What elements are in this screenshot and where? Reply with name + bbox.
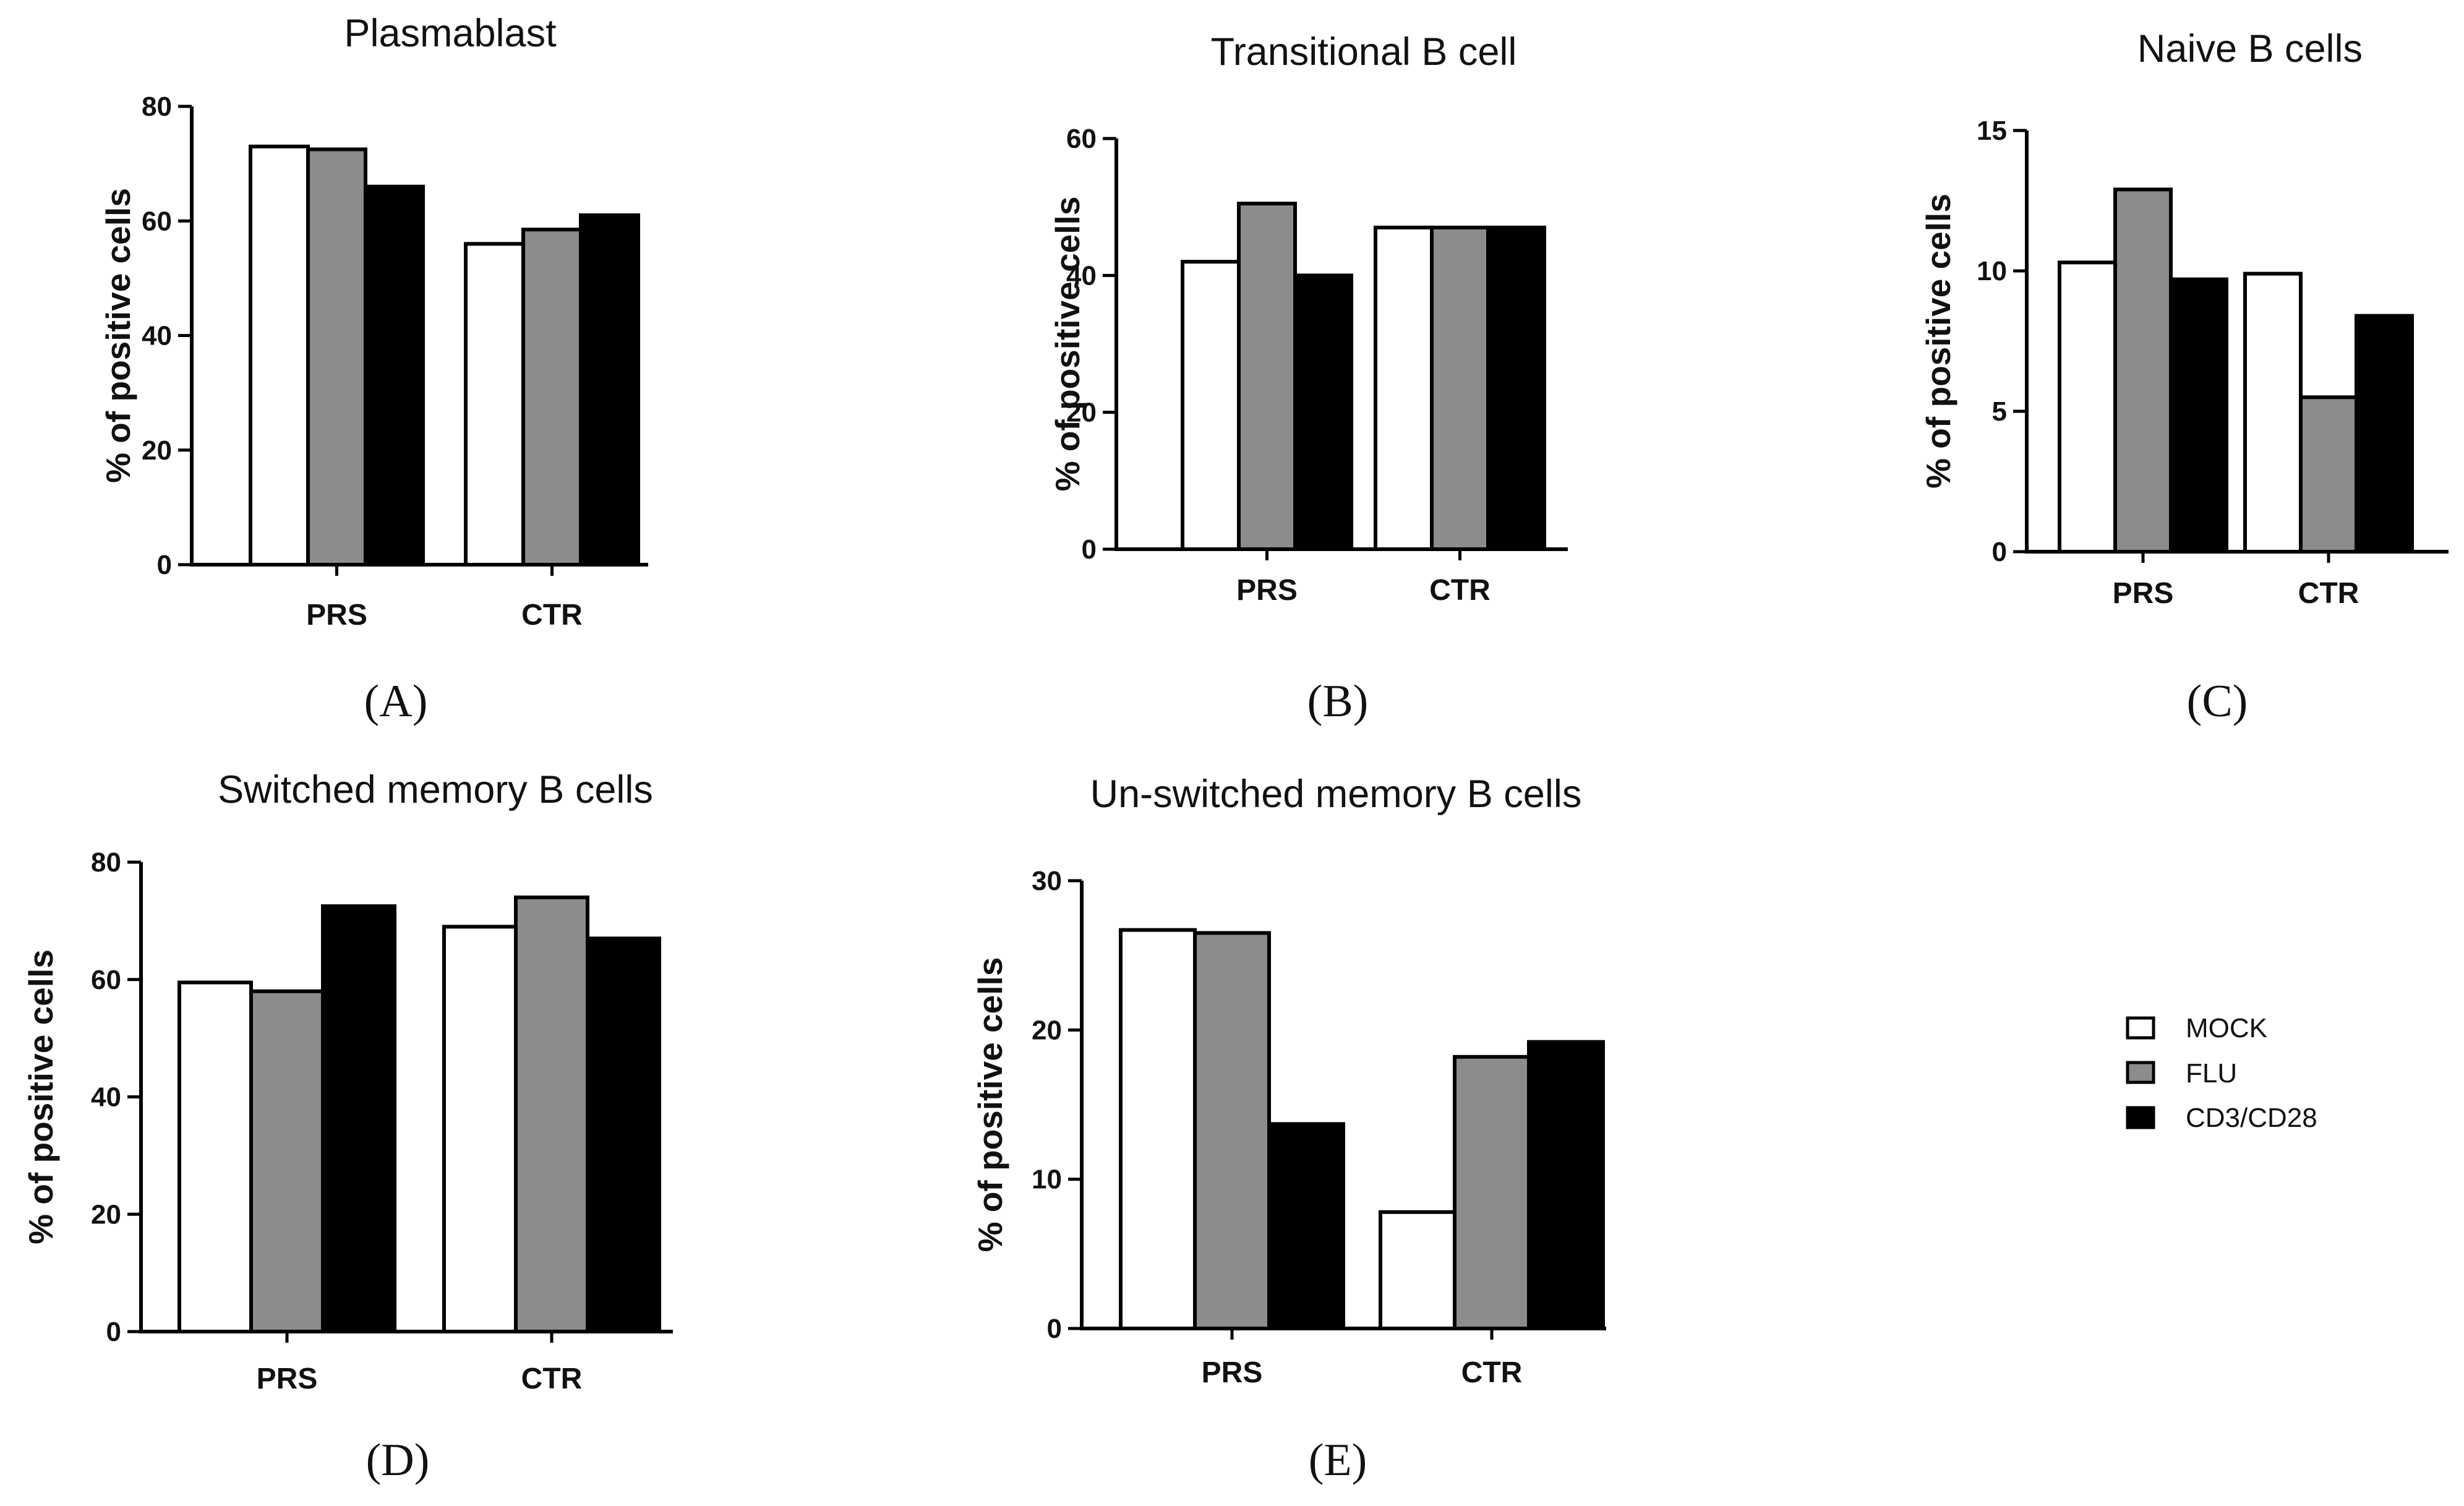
x-tick-label: CTR xyxy=(521,1363,583,1395)
y-tick-label: 60 xyxy=(91,965,121,995)
bar-ctr-mock xyxy=(442,925,518,1334)
panel-label: (D) xyxy=(366,1435,430,1486)
chart-panel-2: Transitional B cell % of positive cells PR… xyxy=(1048,30,1568,727)
bar-prs-flu xyxy=(306,147,367,567)
x-tick-label: PRS xyxy=(2113,577,2174,610)
x-tick-label: PRS xyxy=(306,599,367,631)
bar-ctr-mock xyxy=(464,242,525,567)
y-tick-label: 20 xyxy=(1032,1015,1062,1045)
y-tick-label: 60 xyxy=(1066,124,1097,154)
y-tick-label: 0 xyxy=(157,550,172,580)
bar-ctr-flu xyxy=(1430,225,1490,552)
chart-title: Un-switched memory B cells xyxy=(1090,772,1582,816)
legend-swatch-flu xyxy=(2126,1061,2155,1084)
x-tick-label: CTR xyxy=(2298,577,2359,610)
bar-ctr-cd3cd28 xyxy=(579,213,640,567)
x-tick-label: CTR xyxy=(1461,1356,1523,1389)
x-tick-label: PRS xyxy=(1202,1356,1263,1389)
chart-title: Naive B cells xyxy=(2137,27,2363,71)
y-tick-label: 20 xyxy=(142,435,172,466)
x-tick-label: CTR xyxy=(521,599,583,631)
legend-label-flu: FLU xyxy=(2186,1058,2237,1089)
bar-prs-flu xyxy=(1237,202,1297,551)
panel-label: (C) xyxy=(2187,676,2248,727)
bar-ctr-mock xyxy=(1379,1210,1457,1331)
panel-label: (E) xyxy=(1309,1435,1367,1486)
bar-prs-cd3cd28 xyxy=(2169,277,2228,554)
y-axis-label: % of positive cells xyxy=(22,949,60,1244)
y-tick-label: 0 xyxy=(1082,534,1097,565)
bar-prs-mock xyxy=(249,144,310,567)
legend: MOCK FLU CD3/CD28 xyxy=(2126,1013,2317,1133)
bar-prs-mock xyxy=(1181,260,1241,551)
bar-prs-flu xyxy=(2113,187,2173,554)
bar-ctr-flu xyxy=(2299,395,2358,554)
y-tick-label: 15 xyxy=(1977,116,2007,146)
y-axis-label: % of positive cells xyxy=(1919,194,1957,489)
y-tick-label: 60 xyxy=(142,206,172,236)
y-tick-label: 80 xyxy=(91,847,121,878)
y-axis-label: % of positive cells xyxy=(99,188,137,483)
y-tick-label: 0 xyxy=(106,1317,121,1347)
bar-prs-cd3cd28 xyxy=(321,904,396,1333)
chart-panel-4: Switched memory B cells % of positive cel… xyxy=(22,768,673,1486)
chart-panel-3: Naive B cells % of positive cells PRS CTR 0 5… xyxy=(1919,27,2449,727)
y-tick-label: 0 xyxy=(1047,1314,1062,1344)
bar-prs-flu xyxy=(249,989,325,1333)
y-axis-label: % of positive cells xyxy=(1048,197,1087,492)
y-tick-label: 10 xyxy=(1032,1165,1062,1195)
bar-ctr-mock xyxy=(2243,272,2303,554)
chart-title: Plasmablast xyxy=(344,12,557,55)
x-tick-label: PRS xyxy=(257,1363,318,1395)
x-tick-label: CTR xyxy=(1429,574,1491,607)
legend-swatch-mock xyxy=(2126,1016,2155,1040)
bar-ctr-flu xyxy=(521,228,583,567)
chart-panels: Plasmablast % of positive cells PRS CTR 0 20 4… xyxy=(22,12,2449,1486)
y-tick-label: 10 xyxy=(1977,256,2007,286)
legend-label-mock: MOCK xyxy=(2186,1013,2267,1043)
chart-panel-1: Plasmablast % of positive cells PRS CTR 0 20 4… xyxy=(99,12,648,727)
y-axis-label: % of positive cells xyxy=(971,957,1009,1252)
y-tick-label: 30 xyxy=(1032,866,1062,896)
panel-label: (B) xyxy=(1307,676,1369,727)
bar-prs-mock xyxy=(2058,260,2117,554)
bar-ctr-flu xyxy=(1453,1055,1531,1330)
panel-label: (A) xyxy=(364,676,428,727)
y-tick-label: 20 xyxy=(1066,398,1097,428)
y-tick-label: 40 xyxy=(1066,260,1097,291)
bar-ctr-cd3cd28 xyxy=(586,936,661,1333)
bar-prs-cd3cd28 xyxy=(1293,273,1353,551)
y-tick-label: 0 xyxy=(1992,537,2007,567)
bar-ctr-cd3cd28 xyxy=(1486,225,1546,552)
bar-prs-cd3cd28 xyxy=(364,184,425,567)
bar-prs-mock xyxy=(1119,928,1197,1330)
x-tick-label: PRS xyxy=(1236,574,1298,607)
y-tick-label: 80 xyxy=(142,92,172,122)
chart-title: Transitional B cell xyxy=(1211,30,1517,74)
y-tick-label: 40 xyxy=(142,321,172,351)
y-tick-label: 40 xyxy=(91,1082,121,1113)
bar-prs-flu xyxy=(1193,931,1271,1330)
chart-title: Switched memory B cells xyxy=(218,768,653,811)
bar-prs-mock xyxy=(178,980,253,1333)
bar-ctr-cd3cd28 xyxy=(2355,314,2414,554)
bar-ctr-mock xyxy=(1374,225,1434,552)
legend-label-cd3cd28: CD3/CD28 xyxy=(2186,1103,2317,1133)
legend-swatch-cd3cd28 xyxy=(2126,1106,2155,1129)
y-tick-label: 20 xyxy=(91,1199,121,1230)
bar-ctr-flu xyxy=(514,895,589,1334)
y-tick-label: 5 xyxy=(1992,396,2007,427)
chart-panel-5: Un-switched memory B cells % of positive … xyxy=(971,772,1606,1486)
bar-ctr-cd3cd28 xyxy=(1527,1040,1605,1330)
bar-prs-cd3cd28 xyxy=(1267,1122,1345,1330)
